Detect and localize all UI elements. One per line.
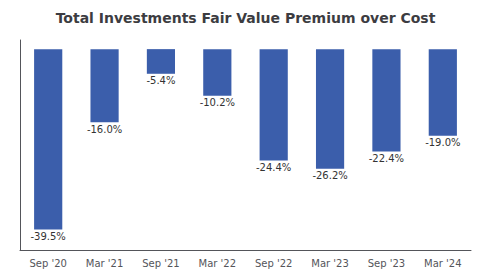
- svg-text:-39.5%: -39.5%: [30, 231, 65, 242]
- svg-text:-19.0%: -19.0%: [425, 137, 460, 148]
- svg-text:Mar '23: Mar '23: [311, 258, 349, 269]
- svg-text:Mar '24: Mar '24: [424, 258, 462, 269]
- svg-text:-10.2%: -10.2%: [200, 97, 235, 108]
- svg-text:-5.4%: -5.4%: [146, 75, 175, 86]
- svg-text:Sep '22: Sep '22: [255, 258, 293, 269]
- svg-text:-24.4%: -24.4%: [256, 162, 291, 173]
- svg-text:Sep '23: Sep '23: [368, 258, 406, 269]
- svg-text:-26.2%: -26.2%: [312, 170, 347, 181]
- svg-text:Total Investments Fair Value P: Total Investments Fair Value Premium ove…: [56, 10, 436, 26]
- svg-text:Mar '21: Mar '21: [86, 258, 124, 269]
- svg-text:Mar '22: Mar '22: [199, 258, 237, 269]
- svg-text:-16.0%: -16.0%: [87, 124, 122, 135]
- svg-text:-22.4%: -22.4%: [369, 153, 404, 164]
- svg-text:Sep '21: Sep '21: [142, 258, 180, 269]
- svg-text:Sep '20: Sep '20: [29, 258, 67, 269]
